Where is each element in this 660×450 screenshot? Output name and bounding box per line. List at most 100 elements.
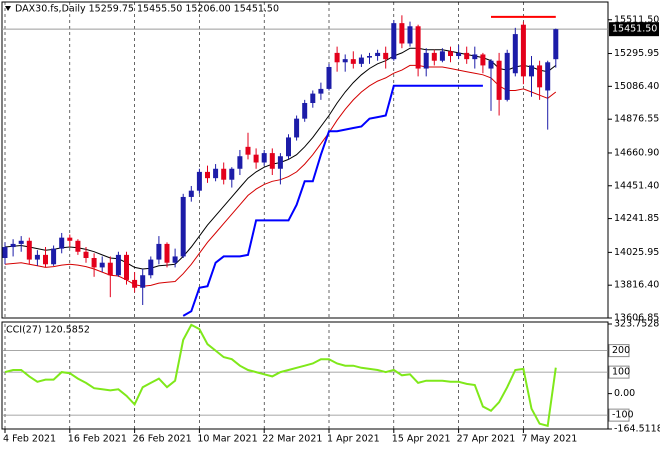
price-label: 15451.50 <box>612 24 657 35</box>
candle-body <box>448 51 453 57</box>
candle-body <box>504 52 510 100</box>
level-label: 200 <box>612 345 630 356</box>
candle-body <box>115 254 121 276</box>
candle-body <box>75 240 81 252</box>
candle-body <box>529 65 534 77</box>
candle-body <box>383 52 389 60</box>
candle-body <box>67 237 73 241</box>
candle-body <box>91 258 97 268</box>
candle-body <box>342 59 348 63</box>
y-tick-label: 323.7528 <box>614 319 659 330</box>
candle-body <box>196 171 202 191</box>
candle-body <box>83 251 89 259</box>
y-tick-label: 15295.95 <box>614 48 659 59</box>
candle-body <box>26 240 32 260</box>
candle-body <box>269 153 275 169</box>
x-tick-label: 16 Feb 2021 <box>68 434 127 445</box>
candle-body <box>156 243 162 260</box>
x-tick-label: 4 Feb 2021 <box>3 434 56 445</box>
candle-body <box>172 256 178 263</box>
x-tick-label: 22 Mar 2021 <box>262 434 322 445</box>
candle-body <box>415 26 421 69</box>
cci-panel <box>1 321 609 430</box>
cci-header: CCI(27) 120.5852 <box>6 325 90 336</box>
candle-body <box>350 59 356 64</box>
y-tick-label: 13816.40 <box>614 280 659 291</box>
candle-body <box>391 23 397 60</box>
candle-body <box>520 24 526 77</box>
candle-body <box>537 65 543 88</box>
candle-body <box>124 254 129 280</box>
cci-line <box>4 323 557 428</box>
level-label: -100 <box>612 410 634 421</box>
candle-body <box>229 168 235 180</box>
level-box <box>608 365 630 379</box>
candle-body <box>205 171 210 179</box>
candle-body <box>375 52 381 57</box>
candle-body <box>512 34 518 74</box>
y-tick-label: 14876.55 <box>614 114 659 125</box>
candle-body <box>367 56 372 58</box>
candle-body <box>423 52 429 69</box>
candle-body <box>545 62 551 91</box>
candle-body <box>18 240 24 244</box>
candle-body <box>456 52 462 57</box>
y-tick-label: 14025.95 <box>614 247 659 258</box>
candle-body <box>213 168 219 179</box>
main-panel <box>1 1 609 319</box>
candle-body <box>431 52 437 61</box>
candle-body <box>34 254 40 260</box>
candle-body <box>43 254 48 265</box>
candle-body <box>277 156 283 169</box>
candle-body <box>318 88 324 94</box>
candle-body <box>464 52 470 60</box>
candle-body <box>439 51 445 61</box>
candle-body <box>221 168 227 180</box>
menu-arrow <box>5 6 11 11</box>
candle-body <box>148 259 154 276</box>
candle-body <box>496 60 502 100</box>
x-tick-label: 10 Mar 2021 <box>197 434 257 445</box>
candle-body <box>59 237 65 249</box>
candle-body <box>107 262 113 276</box>
x-tick-label: 15 Apr 2021 <box>392 434 451 445</box>
candle-body <box>472 54 478 60</box>
candle-body <box>164 243 170 263</box>
y-tick-label: 15511.50 <box>614 14 659 25</box>
level-box <box>608 408 630 422</box>
y-tick-label: 15086.40 <box>614 81 659 92</box>
candle-body <box>99 262 105 268</box>
indicator-line <box>182 84 483 317</box>
y-tick-label: 14451.40 <box>614 180 659 191</box>
chart-header: DAX30.fs,Daily 15259.75 15455.50 15206.0… <box>15 4 279 15</box>
candle-body <box>553 29 559 60</box>
candle-body <box>132 279 138 288</box>
x-tick-label: 7 May 2021 <box>521 434 577 445</box>
candle-body <box>334 52 340 63</box>
candle-body <box>51 248 57 265</box>
y-tick-label: -164.5118 <box>614 424 660 435</box>
level-label: 100 <box>612 367 630 378</box>
candle-body <box>480 54 486 66</box>
candle-body <box>326 66 332 89</box>
candle-body <box>261 153 267 163</box>
candle-body <box>253 154 259 163</box>
candle-body <box>310 93 316 103</box>
level-box <box>608 344 630 358</box>
y-tick-label: 14241.85 <box>614 213 659 224</box>
candle-body <box>358 57 364 64</box>
candle-body <box>245 146 251 155</box>
candle-body <box>2 247 8 259</box>
y-tick-label: 0.00 <box>614 388 635 399</box>
candle-body <box>302 102 308 119</box>
candle-body <box>237 156 243 169</box>
candle-body <box>10 243 16 248</box>
y-tick-label: 13606.85 <box>614 313 659 324</box>
candle-body <box>399 23 405 44</box>
candle-body <box>188 190 194 197</box>
candle-body <box>140 275 146 288</box>
price-box <box>609 22 659 37</box>
x-tick-label: 26 Feb 2021 <box>133 434 192 445</box>
y-tick-label: 14660.90 <box>614 147 659 158</box>
